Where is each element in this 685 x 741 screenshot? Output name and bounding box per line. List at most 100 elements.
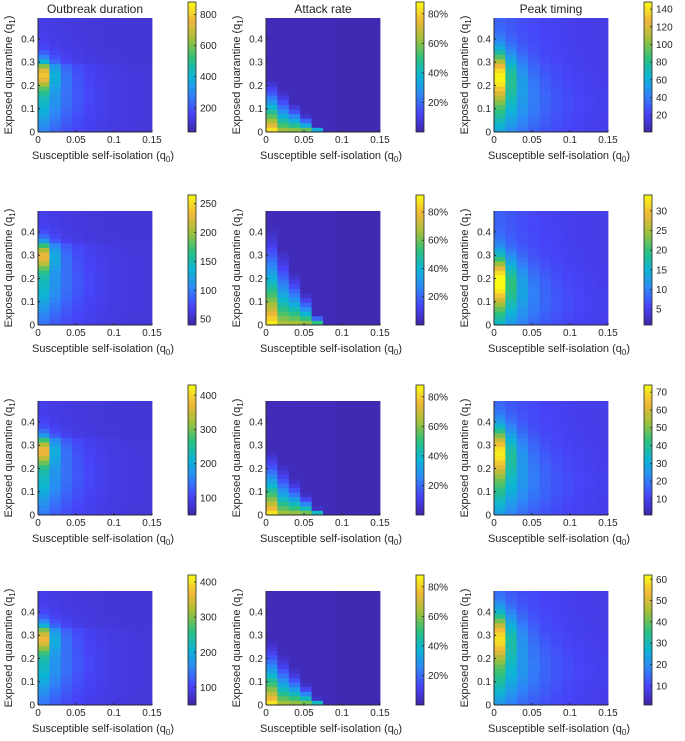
heatmap-cell [357, 270, 369, 276]
heatmap-cell [323, 604, 335, 610]
heatmap-cell [539, 95, 552, 101]
heatmap-cell [494, 496, 506, 502]
heatmap-cell [83, 302, 96, 308]
heatmap-cell [562, 288, 575, 294]
heatmap-cell [345, 40, 358, 46]
heatmap-cell [528, 320, 540, 326]
heatmap-cell [277, 118, 290, 124]
heatmap-cell [334, 686, 347, 692]
heatmap-cell [323, 654, 335, 660]
colorbar [415, 384, 425, 516]
heatmap-cell [311, 455, 324, 461]
heatmap-cell [49, 505, 62, 511]
heatmap-cell [266, 215, 278, 221]
heatmap-cell [345, 622, 358, 628]
y-tick-label: 0.1 [249, 487, 263, 498]
heatmap-cell [106, 279, 119, 285]
heatmap-cell [311, 90, 324, 96]
heatmap-cell [334, 215, 347, 221]
heatmap-cell [266, 54, 278, 60]
heatmap-cell [266, 127, 278, 133]
heatmap-cell [573, 496, 586, 502]
heatmap-cell [72, 283, 84, 289]
heatmap-cell [494, 306, 506, 312]
heatmap-cell [95, 274, 107, 280]
heatmap-cell [140, 45, 153, 51]
heatmap-cell [288, 505, 301, 511]
heatmap-cell [288, 63, 301, 69]
heatmap-cell [49, 288, 62, 294]
heatmap-cell [38, 654, 50, 660]
heatmap-cell [49, 22, 62, 28]
heatmap-cell [516, 302, 529, 308]
heatmap-cell [323, 464, 335, 470]
heatmap-cell [106, 677, 119, 683]
heatmap-cell [140, 242, 153, 248]
heatmap-cell [345, 410, 358, 416]
heatmap-cell [334, 77, 347, 83]
heatmap-cell [140, 113, 153, 119]
heatmap-cell [323, 81, 335, 87]
heatmap-cell [129, 86, 141, 92]
heatmap-cell [539, 627, 552, 633]
heatmap-cell [345, 31, 358, 37]
heatmap-cell [345, 496, 358, 502]
heatmap-cell [334, 428, 347, 434]
heatmap-cell [562, 306, 575, 312]
heatmap-cell [83, 90, 96, 96]
heatmap-cell [300, 492, 312, 498]
heatmap-cell [345, 122, 358, 128]
colorbar-tick-label: 50 [200, 315, 212, 326]
heatmap-cell [368, 695, 381, 701]
heatmap-cell [60, 419, 73, 425]
heatmap-cell [516, 122, 529, 128]
heatmap-cell [539, 90, 552, 96]
heatmap-cell [95, 252, 107, 257]
heatmap-cell [60, 591, 73, 596]
heatmap-cell [38, 627, 50, 633]
heatmap-cell [323, 36, 335, 42]
heatmap-cell [38, 460, 50, 466]
heatmap-cell [551, 663, 563, 669]
heatmap-cell [539, 691, 552, 697]
heatmap-cell [494, 622, 506, 628]
heatmap-cell [72, 446, 84, 452]
heatmap-cell [528, 261, 540, 267]
heatmap-cell [334, 613, 347, 619]
heatmap-cell [277, 242, 290, 248]
heatmap-cell [585, 283, 597, 289]
heatmap-cell [311, 505, 324, 511]
heatmap-cell [311, 36, 324, 42]
heatmap-cell [60, 22, 73, 28]
heatmap-cell [288, 609, 301, 615]
heatmap-cell [83, 238, 96, 244]
heatmap-cell [585, 668, 597, 674]
heatmap-cell [106, 49, 119, 55]
heatmap-cell [277, 609, 290, 615]
heatmap-cell [288, 18, 301, 23]
heatmap-cell [596, 700, 609, 706]
heatmap-cell [585, 473, 597, 479]
heatmap-cell [551, 36, 563, 42]
heatmap-cell [83, 211, 96, 216]
heatmap-cell [573, 45, 586, 51]
heatmap-cell [516, 695, 529, 701]
heatmap-cell [38, 483, 50, 489]
x-tick-label: 0 [491, 328, 497, 339]
y-axis-label: Exposed quarantine (q1) [459, 399, 473, 518]
heatmap-cell [38, 100, 50, 106]
heatmap-cell [72, 414, 84, 420]
heatmap-cell [60, 297, 73, 303]
y-tick-label: 0.3 [477, 631, 491, 642]
heatmap-cell [38, 109, 50, 115]
heatmap-cell [573, 306, 586, 312]
heatmap-cell [95, 442, 107, 447]
heatmap-cell [140, 682, 153, 688]
heatmap-cell [323, 496, 335, 502]
heatmap-cell [106, 311, 119, 317]
heatmap-cell [494, 211, 506, 216]
heatmap-cell [357, 27, 369, 33]
x-tick-label: 0.15 [598, 135, 618, 146]
heatmap-cell [562, 673, 575, 679]
heatmap-cell [288, 288, 301, 294]
